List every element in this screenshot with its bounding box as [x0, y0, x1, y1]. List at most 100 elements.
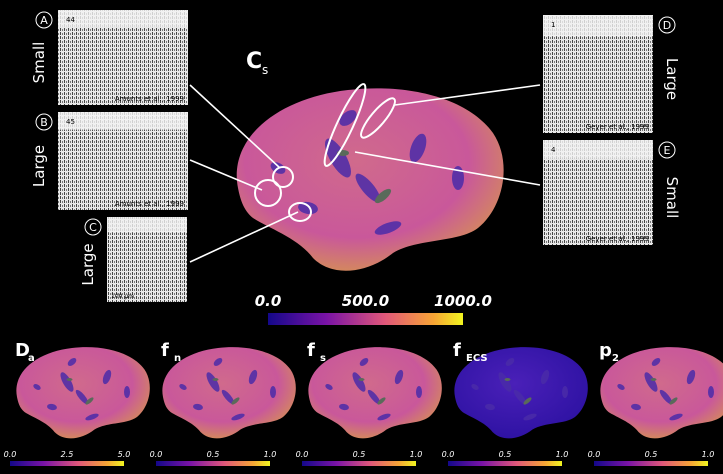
surface-patch [221, 389, 235, 405]
surface-patch [540, 369, 550, 385]
panel-tick-label: 1.0 [264, 450, 277, 459]
area-number: 4 [551, 146, 556, 154]
surface-patch [686, 369, 696, 385]
image-band [58, 112, 188, 130]
panel-tick-label: 2.5 [61, 450, 74, 459]
size-label: Small [663, 177, 681, 219]
surface-patch [33, 384, 41, 390]
panel-brain [16, 347, 150, 439]
panel-label: D [15, 340, 30, 361]
surface-patch [248, 369, 258, 385]
panel-brain [600, 347, 723, 439]
letter-badge [658, 141, 676, 159]
panel-colorbar [448, 461, 562, 466]
highlight-ring [360, 97, 396, 139]
panel-brain [162, 347, 296, 439]
surface-patch [359, 358, 369, 366]
surface-patch [325, 138, 351, 178]
arrow [189, 159, 263, 191]
surface-patch [325, 384, 333, 390]
surface-patch [498, 372, 512, 392]
surface-patch [85, 413, 99, 421]
panel-tick-label: 0.0 [4, 450, 17, 459]
surface-patch [523, 413, 537, 421]
sulcus [231, 397, 240, 405]
panel-label: p [599, 340, 612, 361]
surface-patch [485, 403, 495, 411]
inset-letter: C [89, 221, 97, 234]
surface-patch [409, 133, 427, 163]
panel-brain [454, 347, 588, 439]
arrow [354, 151, 541, 186]
inset-letter: D [663, 19, 671, 32]
surface-patch [355, 173, 381, 203]
panel-tick-label: 0.5 [499, 450, 512, 459]
panel-tick-label: 0.0 [296, 450, 309, 459]
scale-label: 100 µm [111, 293, 134, 300]
panel-tick-label: 0.5 [207, 450, 220, 459]
surface-patch [102, 369, 112, 385]
image-caption: Amunts et al., 1999 [115, 95, 184, 103]
colorbar-tick-label: 0.0 [255, 292, 282, 310]
panel-subscript: 2 [612, 353, 619, 364]
surface-patch [394, 369, 404, 385]
image-band [543, 140, 653, 159]
size-label: Large [79, 243, 97, 285]
image-caption: Amunts et al., 1999 [115, 200, 184, 208]
arrow [189, 211, 299, 263]
surface-patch [505, 358, 515, 366]
area-number: 1 [551, 21, 555, 29]
letter-badge [84, 218, 102, 236]
panel-colorbar [302, 461, 416, 466]
panel-tick-label: 0.5 [645, 450, 658, 459]
sulcus [85, 397, 94, 405]
main-subscript: s [262, 63, 268, 77]
surface-patch [651, 358, 661, 366]
colorbar-tick-label: 1000.0 [434, 292, 492, 310]
area-number: 45 [66, 118, 75, 126]
panel-tick-label: 1.0 [410, 450, 423, 459]
arrow [189, 84, 281, 169]
arrow [394, 84, 541, 106]
sulcus [523, 397, 532, 405]
image-band [107, 217, 187, 233]
sulcus [669, 397, 678, 405]
panel-tick-label: 0.0 [150, 450, 163, 459]
panel-colorbar [10, 461, 124, 466]
letter-badge [35, 113, 53, 131]
surface-patch [669, 413, 683, 421]
letter-badge [658, 16, 676, 34]
surface-patch [339, 110, 357, 126]
panel-label: f [307, 340, 315, 361]
size-label: Small [30, 42, 48, 84]
inset-letter: B [40, 116, 48, 129]
sulcus [504, 378, 511, 381]
panel-tick-label: 0.0 [442, 450, 455, 459]
surface-patch [416, 386, 422, 398]
surface-patch [60, 372, 74, 392]
surface-patch [179, 384, 187, 390]
image-caption: Geyer et al., 1999 [586, 235, 649, 243]
main-brain [236, 88, 504, 271]
panel-tick-label: 5.0 [118, 450, 131, 459]
highlight-ring [288, 202, 312, 222]
panel-label: f [161, 340, 169, 361]
surface-patch [75, 389, 89, 405]
surface-patch [352, 372, 366, 392]
sulcus [374, 188, 392, 204]
highlight-ring [323, 83, 367, 167]
area-number: 44 [66, 16, 75, 24]
surface-patch [298, 201, 318, 215]
sulcus [358, 378, 365, 381]
surface-patch [339, 403, 349, 411]
surface-patch [708, 386, 714, 398]
panel-subscript: a [28, 353, 35, 364]
colorbar [268, 313, 463, 325]
surface-patch [659, 389, 673, 405]
size-label: Large [30, 145, 48, 187]
image-band [58, 10, 188, 28]
sulcus [212, 378, 219, 381]
surface-patch [206, 372, 220, 392]
letter-badge [35, 11, 53, 29]
surface-patch [193, 403, 203, 411]
